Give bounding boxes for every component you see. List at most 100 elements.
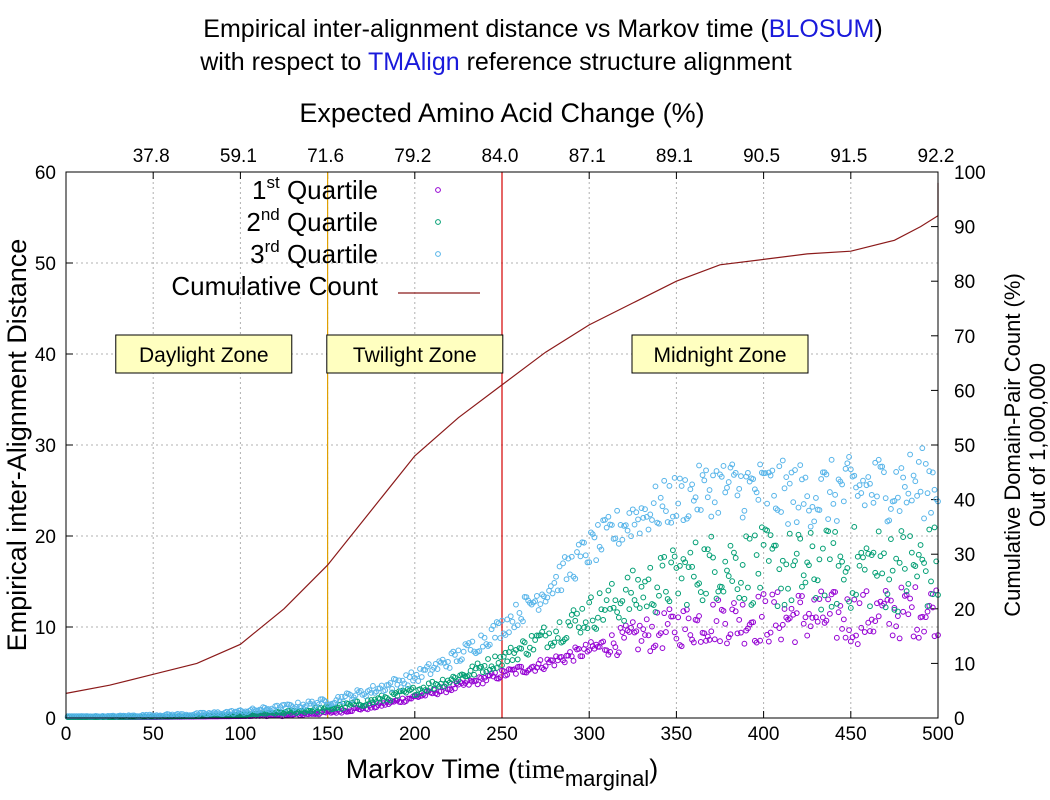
x2-tick-label: 37.8 xyxy=(133,146,170,167)
data-point xyxy=(720,463,727,469)
data-point xyxy=(772,622,779,629)
data-point xyxy=(874,572,880,579)
data-point xyxy=(586,559,593,566)
data-point xyxy=(581,624,587,631)
data-point xyxy=(833,634,840,641)
data-point xyxy=(842,634,849,641)
data-point xyxy=(680,608,687,615)
data-point xyxy=(722,489,729,496)
data-point xyxy=(499,617,505,624)
data-point xyxy=(793,610,800,616)
data-point xyxy=(499,662,505,669)
data-point xyxy=(458,656,465,663)
y-tick-label: 20 xyxy=(35,527,56,548)
data-point xyxy=(806,562,812,569)
data-point xyxy=(631,597,638,603)
data-point xyxy=(929,604,936,611)
data-point xyxy=(764,527,770,534)
zone-label: Twilight Zone xyxy=(353,344,477,367)
data-point xyxy=(905,611,912,618)
data-point xyxy=(802,579,809,586)
data-point xyxy=(783,561,790,568)
series-points xyxy=(64,445,941,720)
data-point xyxy=(767,532,774,539)
data-point xyxy=(561,659,568,666)
data-point xyxy=(439,676,446,683)
data-point xyxy=(874,600,880,607)
data-point xyxy=(832,589,839,595)
data-point xyxy=(298,704,305,711)
data-point xyxy=(663,588,669,595)
data-point xyxy=(652,609,659,615)
data-point xyxy=(750,476,757,482)
data-point xyxy=(751,486,758,493)
data-point xyxy=(446,665,453,671)
data-point xyxy=(525,667,532,674)
data-point xyxy=(856,562,863,569)
data-point xyxy=(513,601,519,608)
data-point xyxy=(521,639,528,646)
data-point xyxy=(762,470,769,476)
data-point xyxy=(452,651,458,658)
data-point xyxy=(724,484,730,491)
data-point xyxy=(809,614,816,621)
data-point xyxy=(769,467,776,474)
data-point xyxy=(757,584,764,591)
data-point xyxy=(894,608,901,615)
data-point xyxy=(800,572,807,579)
data-point xyxy=(722,620,729,627)
data-point xyxy=(509,657,516,663)
data-point xyxy=(926,468,933,475)
data-point xyxy=(547,583,554,590)
data-point xyxy=(453,658,460,665)
data-point xyxy=(532,598,539,605)
data-point xyxy=(638,583,645,590)
data-point xyxy=(896,508,903,514)
data-point xyxy=(757,637,764,644)
data-point xyxy=(601,516,608,523)
data-point xyxy=(905,490,912,497)
x-tick-label: 50 xyxy=(143,724,164,745)
data-point xyxy=(619,629,626,636)
data-point xyxy=(811,576,818,583)
data-point xyxy=(725,573,732,579)
data-point xyxy=(847,605,854,611)
data-point xyxy=(687,549,694,556)
data-point xyxy=(732,608,739,615)
data-point xyxy=(481,634,488,641)
data-point xyxy=(835,562,842,569)
data-point xyxy=(738,473,744,479)
data-point xyxy=(336,698,343,705)
data-point xyxy=(621,634,627,641)
data-point xyxy=(786,530,793,537)
data-point xyxy=(825,596,832,603)
data-point xyxy=(640,514,647,521)
legend-marker xyxy=(435,187,441,193)
x-tick-label: 250 xyxy=(486,724,518,745)
data-point xyxy=(598,546,605,553)
data-point xyxy=(476,648,483,655)
data-point xyxy=(750,600,757,606)
data-point xyxy=(781,606,788,612)
data-point xyxy=(659,562,666,569)
data-point xyxy=(640,626,647,633)
data-point xyxy=(506,629,512,636)
data-point xyxy=(901,483,908,490)
data-point xyxy=(643,616,650,623)
data-point xyxy=(650,500,657,507)
data-point xyxy=(586,647,593,654)
data-point xyxy=(856,600,863,607)
y2-tick-label: 70 xyxy=(954,327,975,348)
data-point xyxy=(917,488,924,495)
data-point xyxy=(921,515,927,522)
legend-label: 3rd Quartile xyxy=(250,237,378,269)
data-point xyxy=(673,513,680,519)
data-point xyxy=(692,494,699,501)
data-point xyxy=(554,635,561,641)
data-point xyxy=(697,639,704,645)
data-point xyxy=(900,534,907,540)
data-point xyxy=(915,459,922,465)
data-point xyxy=(478,663,484,670)
data-point xyxy=(605,587,612,594)
data-point xyxy=(577,653,584,660)
